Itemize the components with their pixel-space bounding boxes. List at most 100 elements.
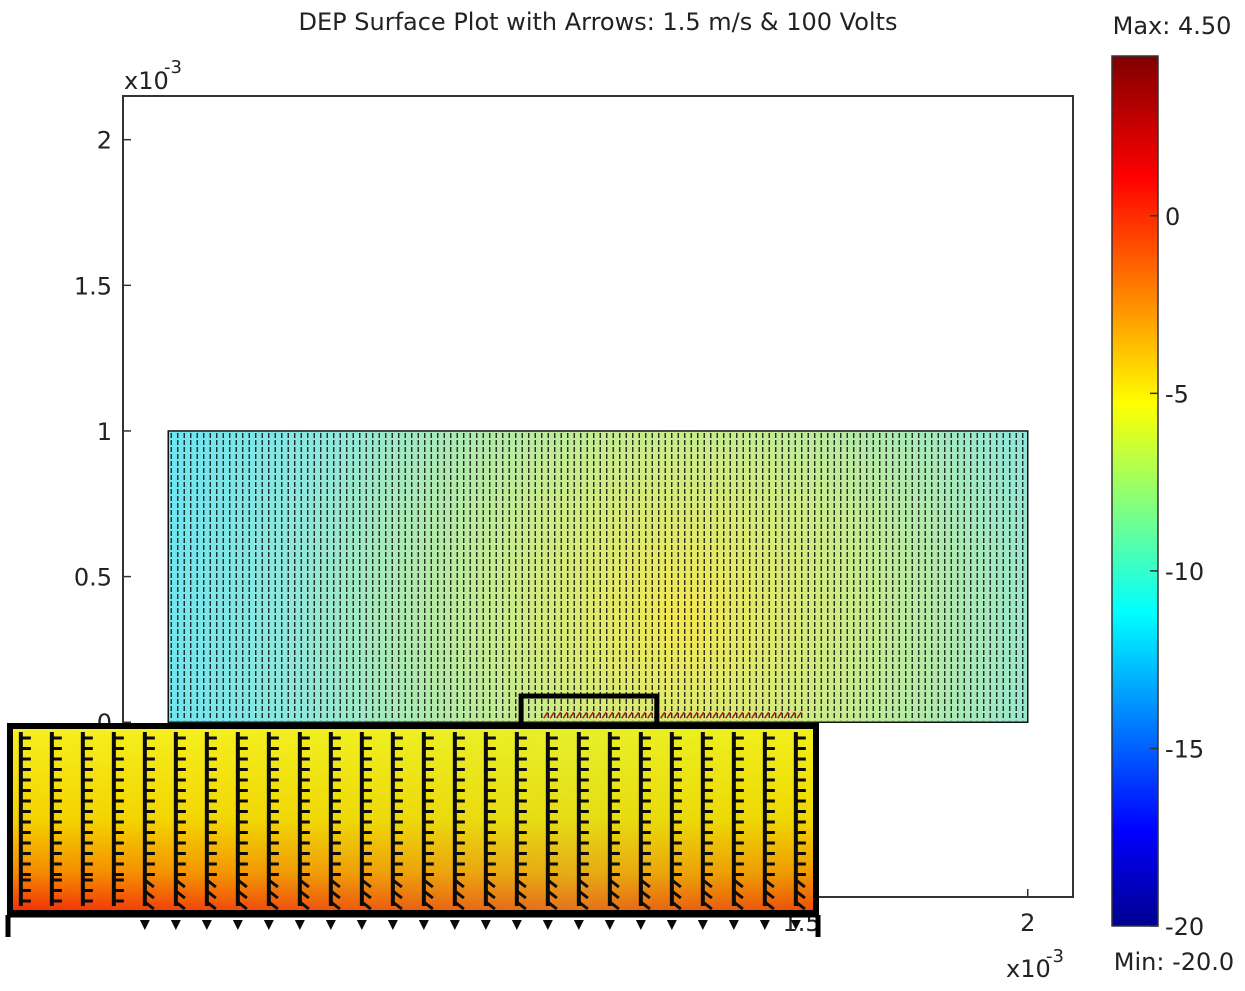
electrode-arrow xyxy=(744,711,750,719)
zoom-arrow-tick-bent xyxy=(205,878,217,889)
electrode-arrow xyxy=(673,711,679,719)
electrode-arrow-head xyxy=(511,920,522,930)
electrode-arrow xyxy=(562,711,568,719)
colorbar xyxy=(1111,55,1159,927)
electrode-arrow xyxy=(783,711,789,719)
zoom-arrow-tick-bent xyxy=(670,889,682,900)
zoom-arrow-tick-bent xyxy=(732,889,744,900)
electrode-arrow xyxy=(608,711,614,719)
electrode-arrow xyxy=(705,711,711,719)
zoom-arrow-tick-bent xyxy=(577,878,589,889)
zoom-arrow-tick-bent xyxy=(422,889,434,900)
zoom-arrow-tick-bent xyxy=(143,889,155,900)
electrode-arrow xyxy=(757,711,763,719)
electrode-arrow-head xyxy=(325,920,336,930)
zoom-arrow-tick-bent xyxy=(360,900,372,911)
zoom-arrow-tick-bent xyxy=(143,900,155,911)
electrode-arrow xyxy=(627,711,633,719)
electrode-arrow xyxy=(666,711,672,719)
y-exponent-base: x10 xyxy=(124,67,169,95)
zoom-arrow-tick-bent xyxy=(732,878,744,889)
electrode-arrow-head xyxy=(263,920,274,930)
electrode-arrow xyxy=(692,711,698,719)
electrode-arrow-head xyxy=(790,920,801,930)
zoom-arrow-tick-bent xyxy=(298,889,310,900)
zoom-arrow-tick-bent xyxy=(422,900,434,911)
electrode-arrow xyxy=(569,711,575,719)
colorbar-tick-label: -15 xyxy=(1165,735,1204,763)
zoom-arrow-tick-bent xyxy=(205,889,217,900)
x-exponent-power: -3 xyxy=(1046,946,1064,967)
zoom-arrow-tick-bent xyxy=(794,878,806,889)
electrode-arrow xyxy=(543,711,549,719)
zoom-arrow-tick-bent xyxy=(577,889,589,900)
zoom-arrow-tick-bent xyxy=(515,889,527,900)
zoom-arrow-tick-bent xyxy=(453,878,465,889)
zoom-arrow-tick-bent xyxy=(577,900,589,911)
zoom-arrow-tick-bent xyxy=(546,900,558,911)
colorbar-tick-label: -10 xyxy=(1165,558,1204,586)
electrode-arrow xyxy=(738,711,744,719)
zoom-inset xyxy=(5,723,821,937)
zoom-arrow-tick-bent xyxy=(763,900,775,911)
electrode-arrow-head xyxy=(697,920,708,930)
electrode-arrow xyxy=(718,711,724,719)
zoom-arrow-tick-bent xyxy=(236,878,248,889)
zoom-arrow-tick-bent xyxy=(267,878,279,889)
zoom-arrow-tick-bent xyxy=(484,900,496,911)
electrode-arrow-head xyxy=(573,920,584,930)
zoom-arrow-tick-bent xyxy=(360,878,372,889)
electrode-arrow xyxy=(556,711,562,719)
x-exponent-base: x10 xyxy=(1006,955,1051,983)
electrode-arrow xyxy=(777,711,783,719)
electrode-arrow xyxy=(660,711,666,719)
zoom-arrow-tick-bent xyxy=(267,900,279,911)
zoom-arrow-tick-bent xyxy=(329,900,341,911)
zoom-arrow-tick-bent xyxy=(453,889,465,900)
zoom-arrow-tick-bent xyxy=(453,900,465,911)
electrode-arrow-head xyxy=(294,920,305,930)
electrode-arrow-head xyxy=(139,920,150,930)
zoom-arrow-tick-bent xyxy=(360,889,372,900)
electrode-arrow xyxy=(686,711,692,719)
electrode-arrow xyxy=(751,711,757,719)
zoom-arrow-tick-bent xyxy=(670,900,682,911)
zoom-arrow-tick-bent xyxy=(391,878,403,889)
electrode-arrow-head xyxy=(480,920,491,930)
colorbar-ticks: 0 -5 -10 -15 -20 xyxy=(1150,203,1204,941)
y-exponent-power: -3 xyxy=(164,57,182,78)
electrode-arrow-head xyxy=(728,920,739,930)
zoom-arrow-tick-bent xyxy=(763,878,775,889)
zoom-arrow-tick-bent xyxy=(484,889,496,900)
electrode-arrow xyxy=(679,711,685,719)
zoom-arrow-tick-bent xyxy=(298,878,310,889)
electrode-arrow-head xyxy=(449,920,460,930)
zoom-arrow-tick-bent xyxy=(701,889,713,900)
electrode-arrow-head xyxy=(542,920,553,930)
y-tick-label: 2 xyxy=(97,127,112,155)
y-tick-label: 1.5 xyxy=(74,272,112,300)
electrode-arrow xyxy=(796,711,802,719)
y-axis-ticks: 00.511.52 xyxy=(74,127,131,737)
y-tick-label: 0.5 xyxy=(74,564,112,592)
zoom-arrow-tick-bent xyxy=(639,878,651,889)
chart-title: DEP Surface Plot with Arrows: 1.5 m/s & … xyxy=(299,8,898,36)
electrode-arrow xyxy=(725,711,731,719)
zoom-arrow-tick-bent xyxy=(174,878,186,889)
zoom-arrow-tick-bent xyxy=(391,889,403,900)
electrode-arrow xyxy=(790,711,796,719)
zoom-arrow-tick-bent xyxy=(639,889,651,900)
electrode-arrow xyxy=(588,711,594,719)
electrode-arrow xyxy=(699,711,705,719)
colorbar-tick-label: -20 xyxy=(1165,913,1204,941)
zoom-arrow-tick-bent xyxy=(794,900,806,911)
zoom-arrow-tick-bent xyxy=(298,900,310,911)
zoom-inset-electrode-arrows xyxy=(139,920,801,930)
electrode-arrow-head xyxy=(666,920,677,930)
zoom-arrow-tick-bent xyxy=(267,889,279,900)
electrode-arrow-head xyxy=(356,920,367,930)
fluid-domain-border xyxy=(167,430,1029,723)
zoom-arrow-tick-bent xyxy=(422,878,434,889)
